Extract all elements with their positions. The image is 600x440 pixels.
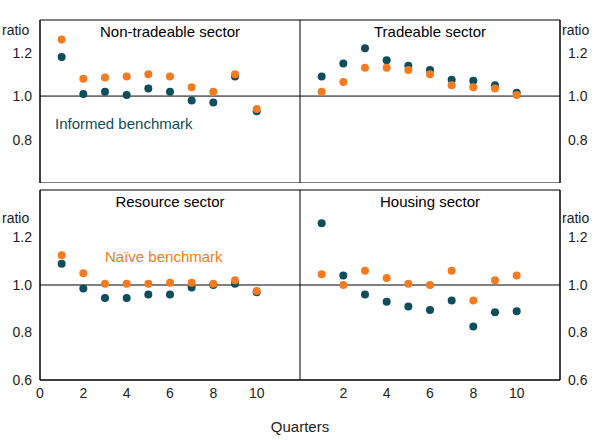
svg-text:1.2: 1.2: [13, 229, 33, 245]
html-text:ratio: ratio: [562, 210, 590, 226]
svg-text:4: 4: [383, 385, 391, 401]
html-text:ratio: ratio: [562, 22, 590, 38]
svg-text:1.0: 1.0: [568, 88, 588, 104]
html-text:Quarters: Quarters: [270, 418, 330, 435]
svg-text:10: 10: [509, 385, 525, 401]
svg-text:0.8: 0.8: [13, 324, 33, 340]
svg-text:0.8: 0.8: [13, 132, 33, 148]
svg-text:0.6: 0.6: [568, 372, 588, 388]
svg-text:1.0: 1.0: [13, 277, 33, 293]
svg-text:0.6: 0.6: [13, 372, 33, 388]
html-text:Housing sector: Housing sector: [380, 193, 480, 210]
svg-text:1.2: 1.2: [568, 45, 588, 61]
svg-text:4: 4: [123, 385, 131, 401]
html-text:Non-tradeable sector: Non-tradeable sector: [100, 23, 240, 40]
svg-text:2: 2: [339, 385, 347, 401]
svg-text:0.8: 0.8: [568, 132, 588, 148]
svg-text:1.0: 1.0: [568, 277, 588, 293]
html-text:Tradeable sector: Tradeable sector: [374, 23, 486, 40]
svg-text:2: 2: [79, 385, 87, 401]
html-text:Informed benchmark: Informed benchmark: [55, 115, 193, 132]
svg-text:8: 8: [469, 385, 477, 401]
html-text:Resource sector: Resource sector: [115, 193, 225, 210]
svg-text:10: 10: [249, 385, 265, 401]
html-text:ratio: ratio: [2, 22, 30, 38]
svg-text:1.2: 1.2: [568, 229, 588, 245]
svg-text:0: 0: [36, 385, 44, 401]
html-text:ratio: ratio: [2, 210, 30, 226]
svg-text:6: 6: [426, 385, 434, 401]
svg-text:0.8: 0.8: [568, 324, 588, 340]
html-text:Naïve benchmark: Naïve benchmark: [105, 248, 223, 265]
svg-text:1.2: 1.2: [13, 45, 33, 61]
svg-text:6: 6: [166, 385, 174, 401]
svg-text:8: 8: [209, 385, 217, 401]
svg-text:1.0: 1.0: [13, 88, 33, 104]
